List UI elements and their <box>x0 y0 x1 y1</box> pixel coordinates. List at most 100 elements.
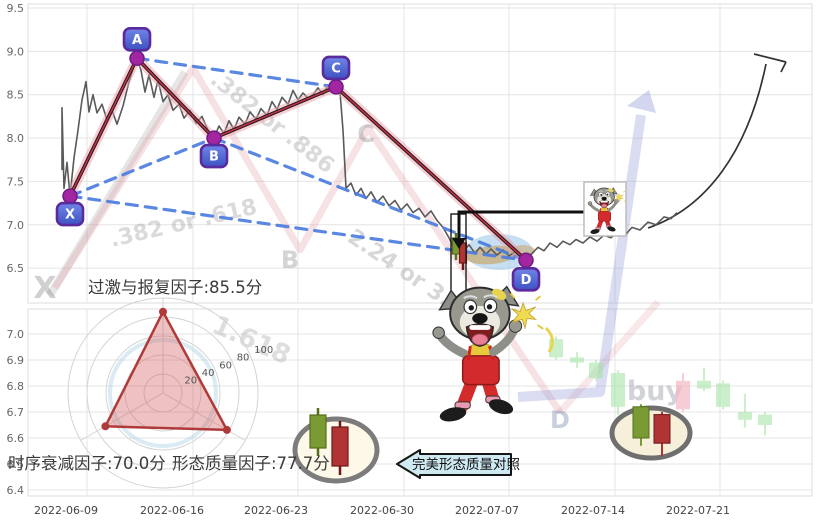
pattern-solid-line-CD <box>335 86 527 262</box>
radar-polygon <box>104 310 229 432</box>
candle <box>697 367 711 392</box>
perfect-pattern-callout-label: 完美形态质量对照 <box>412 457 520 473</box>
x-date-label: 2022-07-14 <box>561 504 625 517</box>
pattern-badge-C[interactable]: C <box>321 55 351 81</box>
radar-axis-tick: 20 <box>184 375 197 386</box>
perfect-pattern-callout-box <box>396 449 512 479</box>
candle <box>589 360 603 381</box>
pattern-point-dot-C <box>328 79 344 95</box>
svg-text:A: A <box>132 33 142 48</box>
top-panel-border <box>27 3 813 304</box>
actual-pattern-ellipse <box>609 405 693 461</box>
pattern-solid-line-BC <box>213 86 337 139</box>
factor-pattern-quality-label: 形态质量因子:77.7分 <box>172 454 330 473</box>
y-tick-label: 7.5 <box>7 175 25 188</box>
pattern-dashed-line-XB <box>68 136 216 198</box>
radar-axis-tick: 80 <box>237 353 250 364</box>
svg-text:C: C <box>331 61 341 76</box>
inset-candles <box>309 233 468 475</box>
radar-axis-tick: 40 <box>202 368 215 379</box>
svg-text:D: D <box>521 273 532 288</box>
x-date-label: 2022-06-23 <box>244 504 308 517</box>
pattern-solid-line-AB <box>136 57 215 139</box>
bottom-panel-border <box>27 308 813 497</box>
radar-vertex-dot <box>159 307 167 316</box>
y-tick-label: 8.5 <box>7 89 25 102</box>
x-date-label: 2022-06-30 <box>350 504 414 517</box>
candle <box>676 373 690 412</box>
radar-axis-tick: 60 <box>219 360 232 371</box>
radar-axis-tick: 100 <box>254 345 273 356</box>
factor-time-decay-label: 时序衰减因子:70.0分 <box>8 454 166 473</box>
y-tick-label: 6.8 <box>7 380 25 393</box>
pattern-point-dot-A <box>129 50 145 67</box>
pattern-dashed-line-XD <box>68 194 528 262</box>
candlestick-series <box>549 336 772 457</box>
wolf-pointer-arrowhead <box>452 238 466 249</box>
y-tick-label: 6.4 <box>7 484 25 497</box>
pattern-point-dot-D <box>518 252 534 269</box>
watermark-text: X <box>33 271 56 306</box>
watermark-stroke <box>46 69 189 298</box>
pattern-badge-B[interactable]: B <box>199 143 229 169</box>
x-date-label: 2022-06-16 <box>140 504 204 517</box>
pattern-point-dot-X <box>62 188 78 204</box>
watermark-text: buy <box>627 376 684 407</box>
watermark-arrow-shaft <box>517 114 646 402</box>
y-tick-label: 6.5 <box>7 458 25 471</box>
factor-overreaction-label: 过激与报复因子:85.5分 <box>88 278 262 297</box>
y-tick-label: 6.5 <box>7 262 25 275</box>
axis-labels: 9.5 9.0 8.5 8.0 7.5 7.0 6.5 7.0 6.9 6.8 6.7 6.6 6.5 6… <box>7 2 730 517</box>
candle <box>738 393 752 428</box>
candle <box>611 370 625 415</box>
x-date-label: 2022-07-21 <box>666 504 730 517</box>
pattern-point-markers: X A B C D <box>55 26 541 292</box>
y-tick-label: 9.5 <box>7 2 25 15</box>
watermark-arrowhead <box>627 90 656 113</box>
watermark-text: D <box>550 406 570 434</box>
y-tick-label: 8.0 <box>7 132 25 145</box>
watermark-text: B <box>281 246 299 274</box>
y-tick-label: 7.0 <box>7 328 25 341</box>
y-tick-label: 6.6 <box>7 432 25 445</box>
pattern-dashed-lines <box>68 56 528 262</box>
projection-curve <box>647 63 767 229</box>
text-labels: 过激与报复因子:85.5分 时序衰减因子:70.0分 形态质量因子:77.7分 … <box>8 278 520 479</box>
candle <box>716 380 730 410</box>
radar-spoke <box>80 392 164 441</box>
projection-curve-tick <box>753 53 787 73</box>
mascot-layer <box>433 181 626 424</box>
watermark-text: C <box>357 120 375 148</box>
pattern-dashed-line-AC <box>135 56 338 89</box>
x-date-label: 2022-07-07 <box>455 504 519 517</box>
candle <box>758 412 772 436</box>
y-tick-label: 6.9 <box>7 354 25 367</box>
pattern-dashed-line-BD <box>212 136 528 262</box>
svg-text:B: B <box>209 150 219 165</box>
wolf-pointer-arrow <box>457 210 584 238</box>
watermark-stroke <box>557 299 661 415</box>
factor-radar-chart: 20 40 60 80 100 <box>67 297 273 489</box>
pattern-solid-lines <box>65 53 531 265</box>
candle <box>632 404 650 446</box>
radar-spoke <box>162 392 246 441</box>
pattern-point-dot-B <box>206 130 222 146</box>
svg-text:X: X <box>65 208 75 223</box>
pattern-badge-D[interactable]: D <box>511 266 541 292</box>
pattern-badge-X[interactable]: X <box>55 201 85 227</box>
y-tick-label: 6.7 <box>7 406 25 419</box>
radar-vertex-dot <box>222 425 231 434</box>
candle <box>653 412 671 457</box>
sparkle-icon <box>544 326 554 353</box>
candle <box>570 352 584 368</box>
inset-candle-body <box>309 414 327 449</box>
y-tick-label: 7.0 <box>7 219 25 232</box>
pattern-solid-line-XA <box>69 57 138 197</box>
inset-candle-body <box>331 426 349 467</box>
pattern-badge-A[interactable]: A <box>122 26 152 52</box>
x-date-label: 2022-06-09 <box>34 504 98 517</box>
y-tick-label: 9.0 <box>7 45 25 58</box>
radar-vertex-dot <box>101 422 110 431</box>
